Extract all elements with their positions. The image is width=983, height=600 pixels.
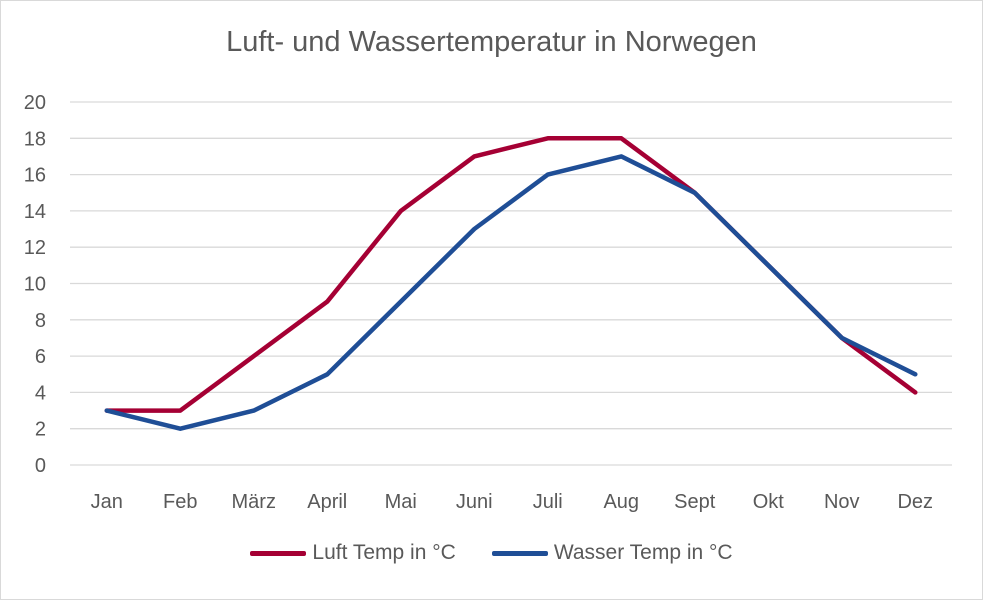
y-tick-label: 14 xyxy=(24,201,46,223)
x-tick-label: Okt xyxy=(753,491,785,513)
y-tick-label: 2 xyxy=(35,419,46,441)
x-tick-label: April xyxy=(307,491,347,513)
x-tick-label: März xyxy=(232,491,276,513)
legend-swatch-luft xyxy=(250,550,307,556)
legend-item-luft: Luft Temp in °C xyxy=(250,541,456,565)
y-tick-label: 0 xyxy=(35,455,46,477)
y-tick-label: 18 xyxy=(24,128,46,150)
series-line-luft xyxy=(104,136,918,413)
x-tick-label: Juni xyxy=(456,491,493,513)
x-tick-label: Aug xyxy=(603,491,639,513)
y-tick-label: 16 xyxy=(24,165,46,187)
legend-label-wasser: Wasser Temp in °C xyxy=(553,541,733,564)
y-tick-label: 4 xyxy=(35,382,46,404)
x-tick-label: Jan xyxy=(91,491,123,513)
legend-label-luft: Luft Temp in °C xyxy=(312,541,456,564)
y-tick-label: 12 xyxy=(24,237,46,259)
y-tick-label: 6 xyxy=(35,346,46,368)
legend-item-wasser: Wasser Temp in °C xyxy=(491,541,733,565)
y-tick-label: 10 xyxy=(24,274,46,296)
y-tick-label: 20 xyxy=(24,92,46,114)
x-tick-label: Dez xyxy=(897,491,933,513)
x-tick-label: Sept xyxy=(674,491,716,513)
legend-swatch-wasser xyxy=(491,550,548,556)
x-tick-label: Mai xyxy=(385,491,417,513)
chart-legend: Luft Temp in °C Wasser Temp in °C xyxy=(0,541,983,565)
chart-title: Luft- und Wassertemperatur in Norwegen xyxy=(226,26,757,58)
x-tick-label: Feb xyxy=(163,491,197,513)
x-tick-label: Juli xyxy=(533,491,563,513)
series-line-wasser xyxy=(104,154,918,431)
y-tick-label: 8 xyxy=(35,310,46,332)
x-tick-label: Nov xyxy=(824,491,860,513)
